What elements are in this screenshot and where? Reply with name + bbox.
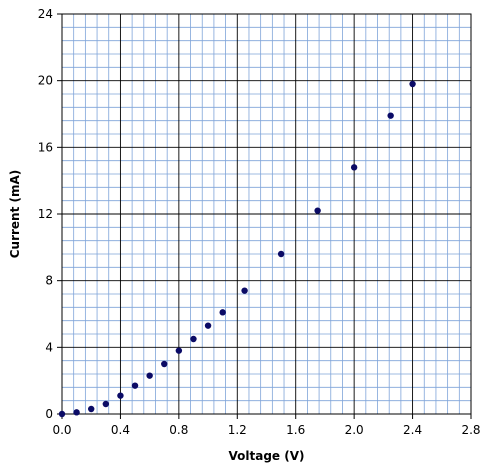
data-point xyxy=(387,112,394,119)
x-tick-label: 2.4 xyxy=(403,423,422,437)
y-tick-label: 0 xyxy=(45,407,53,421)
x-tick-label: 1.2 xyxy=(228,423,247,437)
data-point xyxy=(161,360,168,368)
x-tick-label: 2.0 xyxy=(345,423,364,437)
y-axis-title: Current (mA) xyxy=(8,170,22,259)
data-point xyxy=(131,382,139,389)
data-point xyxy=(190,335,197,343)
y-tick-label: 24 xyxy=(38,7,53,21)
data-point xyxy=(175,347,183,354)
data-point xyxy=(204,322,212,329)
data-point xyxy=(241,287,248,294)
data-point xyxy=(58,410,66,418)
y-tick-label: 8 xyxy=(45,274,53,288)
y-tick-label: 12 xyxy=(38,207,53,221)
major-gridlines xyxy=(62,14,471,414)
x-axis-title: Voltage (V) xyxy=(229,449,305,463)
y-tick-label: 4 xyxy=(45,340,53,354)
x-tick-label: 2.8 xyxy=(461,423,480,437)
data-point xyxy=(314,207,321,214)
x-tick-label: 0.4 xyxy=(111,423,130,437)
x-tick-label: 0.0 xyxy=(52,423,71,437)
y-tick-labels: 0 4 8 12 16 20 24 xyxy=(38,7,62,421)
data-point xyxy=(102,400,110,408)
data-point xyxy=(146,372,153,379)
data-point xyxy=(73,409,80,416)
y-tick-label: 20 xyxy=(38,74,53,88)
y-tick-label: 16 xyxy=(38,140,53,154)
data-point xyxy=(350,164,358,171)
data-point xyxy=(219,309,226,316)
x-tick-label: 1.6 xyxy=(286,423,305,437)
data-point xyxy=(277,250,285,258)
data-points xyxy=(58,80,416,418)
x-tick-label: 0.8 xyxy=(169,423,188,437)
data-point xyxy=(88,405,95,413)
data-point xyxy=(117,392,124,399)
x-tick-labels: 0.0 0.4 0.8 1.2 1.6 2.0 2.4 2.8 xyxy=(52,414,481,437)
data-point xyxy=(409,80,416,88)
